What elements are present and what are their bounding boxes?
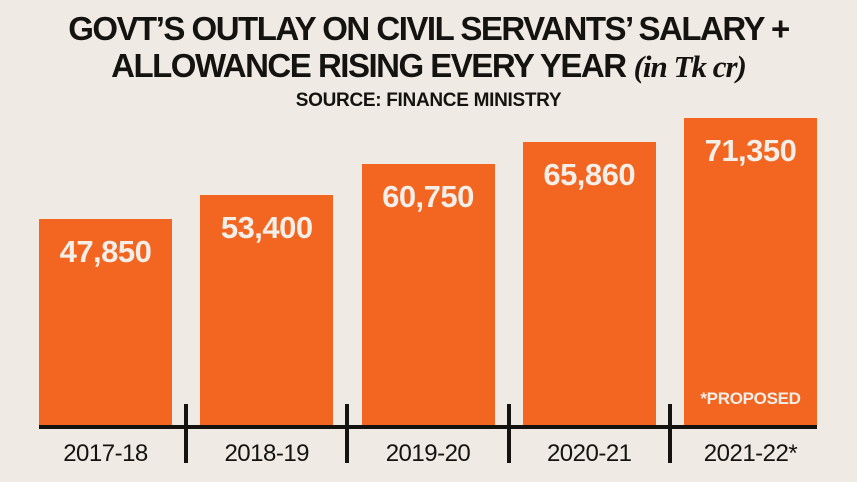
bar-2020-21: 65,860 xyxy=(522,142,656,425)
x-axis-label: 2020-21 xyxy=(546,440,632,467)
bar-2017-18: 47,850 xyxy=(39,219,172,425)
axis-tick xyxy=(345,404,349,463)
x-axis-label: 2018-19 xyxy=(224,440,310,467)
x-axis-label: 2017-18 xyxy=(63,440,148,467)
bar-value-label: 65,860 xyxy=(543,157,636,192)
unit-note: (in Tk cr) xyxy=(633,49,747,84)
x-axis-label: 2019-20 xyxy=(385,440,471,467)
axis-tick xyxy=(507,404,511,463)
x-axis-line xyxy=(39,425,817,429)
axis-tick xyxy=(668,404,672,463)
bar-value-label: 71,350 xyxy=(704,133,797,168)
axis-tick xyxy=(184,404,188,463)
chart-title-line1: GOVT’S OUTLAY ON CIVIL SERVANTS’ SALARY … xyxy=(68,10,790,47)
bar-2018-19: 53,400 xyxy=(200,195,334,425)
bar-value-label: 47,850 xyxy=(59,234,152,269)
x-axis-label: 2021-22* xyxy=(703,440,798,467)
source-line: SOURCE: FINANCE MINISTRY xyxy=(295,90,562,111)
bar-value-label: 60,750 xyxy=(382,179,474,214)
chart-header: GOVT’S OUTLAY ON CIVIL SERVANTS’ SALARY … xyxy=(0,10,857,112)
bar-value-label: 53,400 xyxy=(220,210,313,245)
bar-2021-22*: 71,350 *PROPOSED xyxy=(684,118,817,425)
x-axis-labels: 2017-18 2018-19 2019-20 2020-21 2021-22* xyxy=(39,440,817,468)
chart-title-line2-text: ALLOWANCE RISING EVERY YEAR xyxy=(111,47,627,84)
bars-container: 47,850 53,400 60,750 65,860 71,350 *PROPOSED xyxy=(39,115,817,425)
proposed-annotation: *PROPOSED xyxy=(700,389,801,408)
bar-2019-20: 60,750 xyxy=(361,164,495,425)
chart-title-line2: ALLOWANCE RISING EVERY YEAR (in Tk cr) xyxy=(0,48,857,85)
